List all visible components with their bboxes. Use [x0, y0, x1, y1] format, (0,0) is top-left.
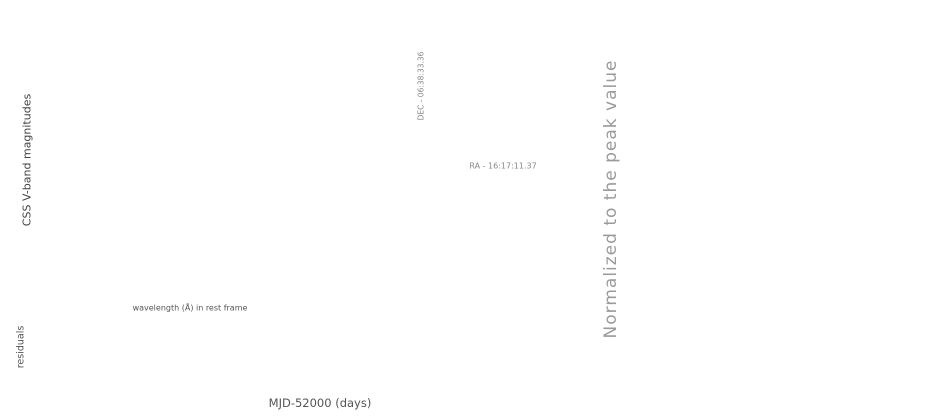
normalized-peak-value-label: Normalized to the peak value [601, 59, 621, 339]
residuals-y-axis-label: residuals [15, 325, 27, 369]
main-y-axis-label: CSS V-band magnitudes [20, 93, 34, 227]
galaxy-inset-ra-label: RA - 16:17:11.37 [469, 161, 537, 171]
spectrum-x-axis-label: wavelength (Å) in rest frame [132, 303, 248, 313]
main-x-axis-label: MJD-52000 (days) [268, 396, 372, 410]
galaxy-inset-dec-label: DEC - 06:38:33.36 [416, 51, 426, 121]
